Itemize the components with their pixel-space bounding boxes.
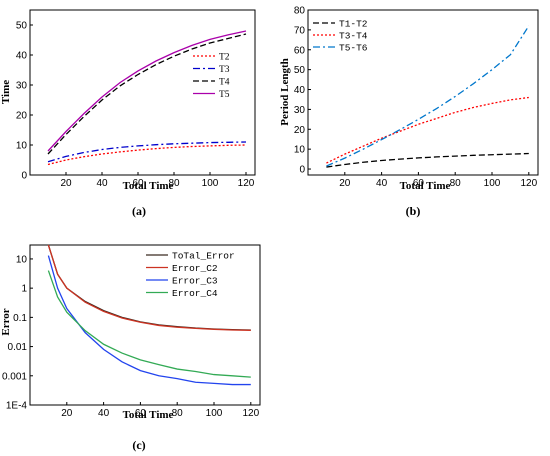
y-tick-label: 0.1	[13, 313, 27, 324]
y-tick-label: 40	[294, 85, 306, 96]
y-tick-label: 70	[294, 25, 306, 36]
chart-c-ylabel: Error	[0, 308, 12, 335]
legend-label: T5	[219, 90, 230, 100]
chart-a-xlabel: Total Time	[123, 180, 174, 192]
x-tick-label: 120	[242, 408, 259, 419]
x-tick-label: 100	[484, 178, 501, 189]
chart-b-frame	[307, 9, 539, 176]
chart-b-caption: (b)	[406, 204, 421, 218]
x-tick-label: 100	[206, 408, 223, 419]
x-tick-label: 40	[96, 178, 108, 189]
y-tick-label: 10	[16, 141, 28, 152]
x-tick-label: 60	[413, 178, 425, 189]
x-tick-label: 80	[168, 178, 180, 189]
x-tick-label: 40	[376, 178, 388, 189]
legend-label: ToTal_Error	[172, 251, 235, 262]
y-tick-label: 20	[16, 111, 28, 122]
y-tick-label: 1	[21, 284, 27, 295]
series-line-error-c3	[47, 255, 251, 386]
chart-b: Total Time Period Length (b) 20 40 60 80 100…	[279, 6, 539, 218]
y-tick-label: 0	[21, 171, 27, 182]
y-tick-label: 60	[294, 45, 306, 56]
series-line-t1-t2	[326, 152, 529, 168]
chart-a-frame	[29, 9, 256, 176]
x-tick-label: 120	[238, 178, 255, 189]
y-tick-label: 0.001	[2, 371, 27, 382]
legend-label: Error_C4	[172, 288, 218, 299]
y-tick-label: 50	[294, 65, 306, 76]
x-tick-label: 20	[339, 178, 351, 189]
legend-label: Error_C3	[172, 276, 218, 287]
chart-c-frame	[29, 244, 261, 406]
series-line-t3-t4	[326, 96, 529, 164]
y-tick-label: 30	[294, 105, 306, 116]
chart-c-xlabel: Total Time	[123, 409, 174, 421]
y-tick-label: 50	[16, 21, 28, 32]
x-tick-label: 100	[202, 178, 219, 189]
legend-label: T1-T2	[339, 19, 368, 30]
x-tick-label: 120	[520, 178, 537, 189]
chart-c-caption: (c)	[132, 438, 145, 452]
x-tick-label: 80	[450, 178, 462, 189]
series-line-error-c2	[47, 244, 251, 331]
legend-label: Error_C2	[172, 263, 218, 274]
legend-label: T3	[219, 65, 230, 75]
chart-b-ylabel: Period Length	[279, 58, 291, 126]
x-tick-label: 60	[135, 408, 147, 419]
series-line-t3	[47, 141, 247, 163]
x-tick-label: 60	[132, 178, 144, 189]
chart-c: Total Time Error (c) 20 40 60 80 100 120 10 1 0.…	[0, 244, 261, 452]
y-tick-label: 20	[294, 125, 306, 136]
chart-a: Total Time Time (a) 20 40 60 80 100 120 0 10 20 3…	[0, 9, 256, 218]
series-line-t4	[47, 33, 247, 155]
series-line-error-c4	[47, 270, 251, 378]
x-tick-label: 20	[61, 408, 73, 419]
y-tick-label: 80	[294, 6, 306, 17]
y-tick-label: 10	[294, 145, 306, 156]
legend-label: T5-T6	[339, 43, 368, 54]
y-tick-label: 1E-4	[6, 401, 28, 412]
legend-label: T3-T4	[339, 31, 368, 42]
x-tick-label: 20	[60, 178, 72, 189]
legend-label: T4	[219, 78, 230, 88]
series-line-t2	[47, 144, 247, 166]
x-tick-label: 40	[98, 408, 110, 419]
series-line-t5-t6	[326, 25, 530, 167]
y-tick-label: 0	[299, 165, 305, 176]
y-tick-label: 0.01	[8, 342, 28, 353]
chart-a-ylabel: Time	[0, 80, 12, 104]
series-line-t5	[47, 30, 247, 152]
x-tick-label: 80	[172, 408, 184, 419]
y-tick-label: 30	[16, 81, 28, 92]
y-tick-label: 40	[16, 51, 28, 62]
chart-b-xlabel: Total Time	[400, 180, 451, 192]
chart-a-caption: (a)	[132, 204, 146, 218]
y-tick-label: 10	[16, 254, 28, 265]
legend-label: T2	[219, 53, 230, 63]
